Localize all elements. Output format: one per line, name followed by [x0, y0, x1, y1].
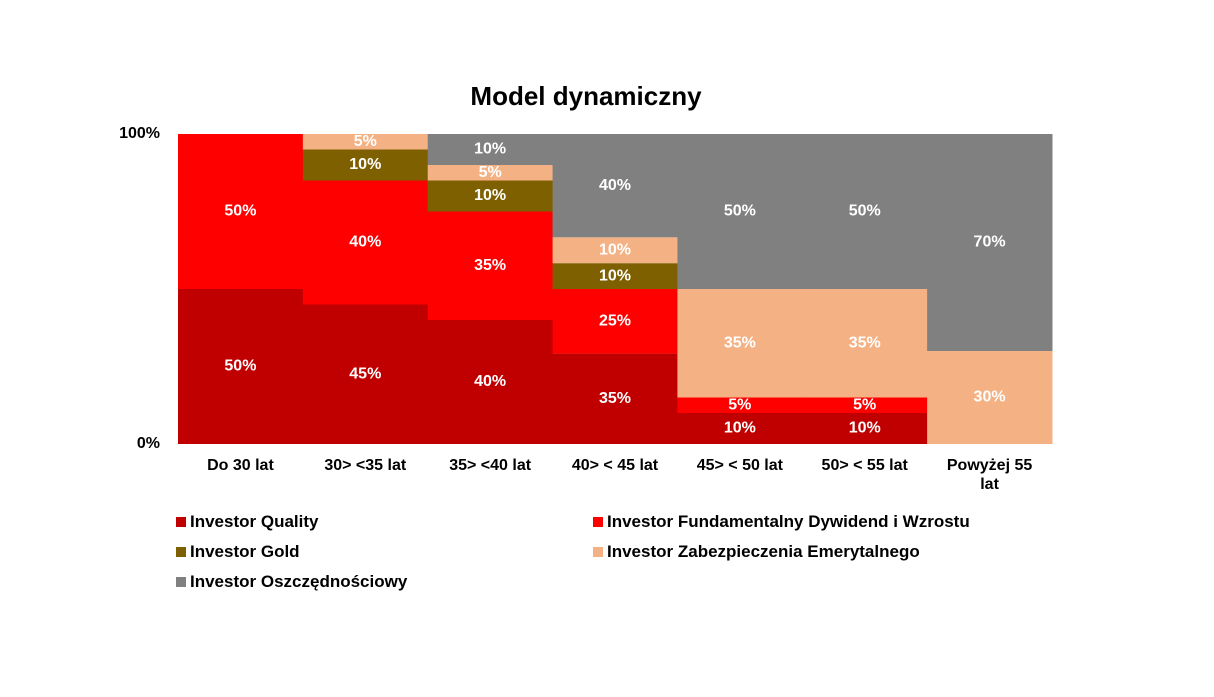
legend-swatch	[176, 547, 186, 557]
data-label: 10%	[724, 420, 756, 437]
data-label: 70%	[974, 234, 1006, 251]
data-label: 35%	[849, 334, 881, 351]
bar-segment	[802, 134, 928, 289]
bar-segment	[927, 351, 1053, 444]
legend-label: Investor Gold	[190, 542, 300, 561]
legend-item: Investor Zabezpieczenia Emerytalnego	[593, 542, 920, 562]
data-label: 50%	[224, 203, 256, 220]
bar-segment	[302, 149, 429, 181]
bar-segment	[552, 134, 678, 238]
legend-item: Investor Quality	[176, 512, 318, 532]
x-tick-label: 40> < 45 lat	[571, 457, 659, 474]
bar-segment	[552, 263, 678, 289]
bar-segment	[427, 320, 554, 444]
bar-segment	[677, 413, 803, 444]
data-label: 10%	[474, 141, 506, 158]
data-label: 45%	[349, 365, 381, 382]
legend-item: Investor Oszczędnościowy	[176, 572, 407, 592]
data-label: 10%	[474, 187, 506, 204]
bar-segment	[427, 134, 554, 165]
data-label: 40%	[599, 177, 631, 194]
data-label: 10%	[599, 241, 631, 258]
legend-swatch	[593, 547, 603, 557]
data-label: 50%	[724, 203, 756, 220]
bar-segment	[302, 134, 429, 150]
legend-label: Investor Oszczędnościowy	[190, 572, 408, 591]
data-label: 50%	[849, 203, 881, 220]
data-label: 40%	[349, 234, 381, 251]
data-label: 30%	[974, 389, 1006, 406]
bar-segment	[427, 211, 554, 320]
legend-label: Investor Quality	[190, 512, 319, 531]
legend-swatch	[176, 577, 186, 587]
y-tick-label: 100%	[119, 125, 160, 142]
data-label: 10%	[599, 267, 631, 284]
bar-segment	[427, 165, 554, 181]
bar-segment	[802, 289, 928, 398]
data-label: 50%	[224, 358, 256, 375]
y-tick-label: 0%	[137, 435, 160, 452]
data-label: 5%	[853, 396, 876, 413]
data-label: 40%	[474, 373, 506, 390]
legend-swatch	[176, 517, 186, 527]
data-label: 10%	[349, 156, 381, 173]
bar-segment	[552, 237, 678, 264]
bar-segment	[302, 304, 429, 444]
bar-segment	[677, 397, 803, 413]
data-label: 25%	[599, 313, 631, 330]
x-tick-label: 30> <35 lat	[324, 457, 407, 474]
legend-label: Investor Fundamentalny Dywidend i Wzrost…	[607, 512, 970, 531]
legend-label: Investor Zabezpieczenia Emerytalnego	[607, 542, 920, 561]
bar-segment	[178, 289, 304, 444]
bar-segment	[302, 180, 429, 305]
x-tick-label: 35> <40 lat	[449, 457, 532, 474]
data-label: 10%	[849, 420, 881, 437]
bar-segment	[552, 289, 678, 354]
bar-segment	[178, 134, 304, 289]
data-label: 35%	[724, 334, 756, 351]
data-label: 35%	[599, 390, 631, 407]
data-label: 5%	[479, 164, 502, 181]
legend-item: Investor Gold	[176, 542, 300, 562]
bar-segment	[927, 134, 1053, 351]
x-tick-label: 45> < 50 lat	[696, 457, 783, 474]
bar-segment	[427, 180, 554, 212]
data-label: 5%	[354, 133, 377, 150]
legend-swatch	[593, 517, 603, 527]
legend-item: Investor Fundamentalny Dywidend i Wzrost…	[593, 512, 970, 532]
bar-segment	[802, 397, 928, 413]
bar-segment	[677, 289, 803, 398]
x-tick-label: Do 30 lat	[207, 457, 274, 474]
bar-segment	[677, 134, 803, 289]
data-label: 5%	[728, 396, 751, 413]
data-label: 35%	[474, 257, 506, 274]
x-tick-label: Powyżej 55 lat	[946, 457, 1033, 493]
x-tick-label: 50> < 55 lat	[821, 457, 908, 474]
bar-segment	[552, 353, 678, 444]
bar-segment	[802, 413, 928, 444]
chart-title: Model dynamiczny	[470, 81, 702, 111]
